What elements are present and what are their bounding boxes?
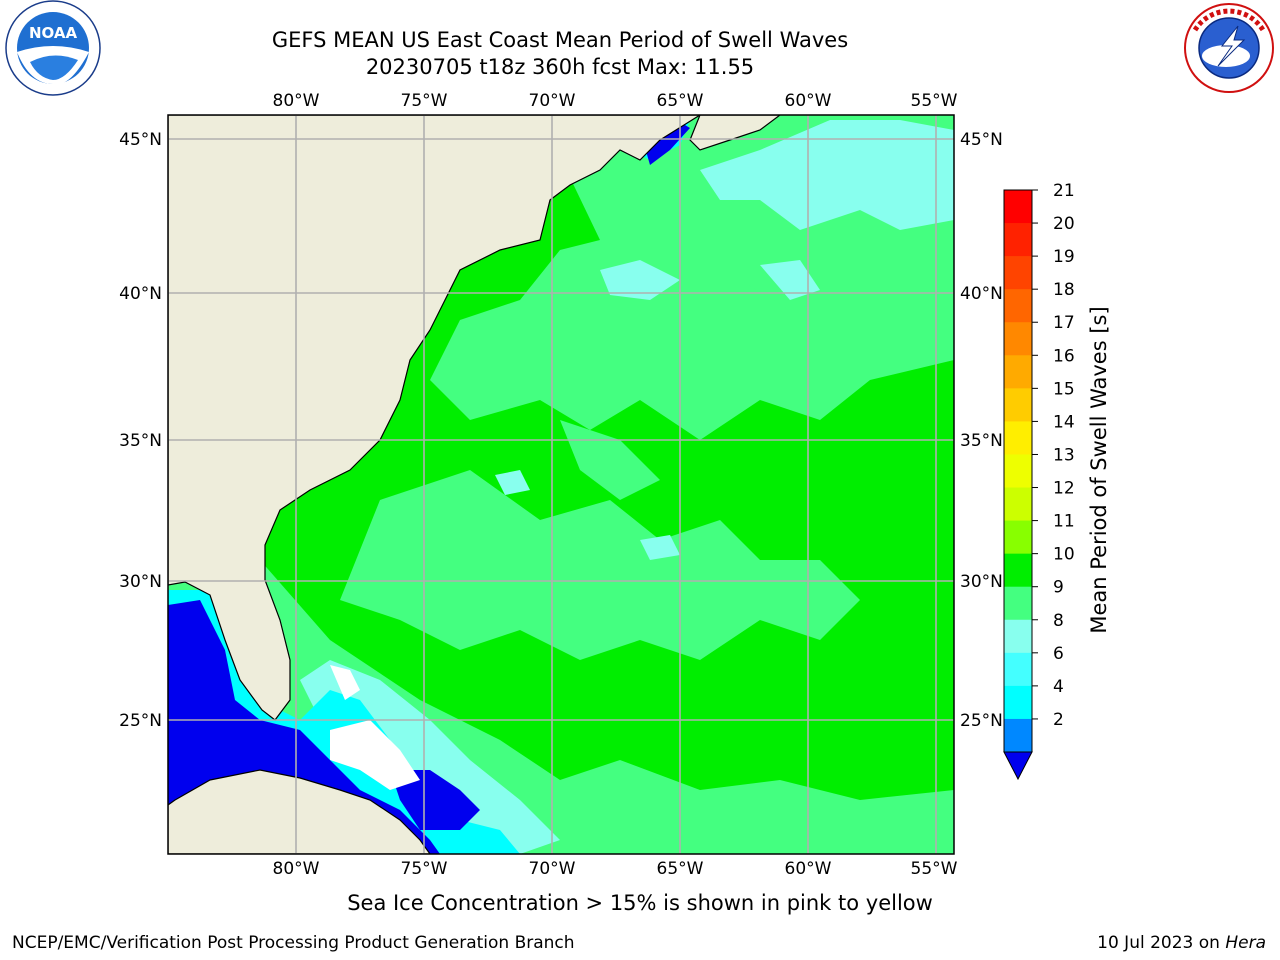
colorbar-tick-label: 20 <box>1053 214 1075 234</box>
lat-label-right: 25°N <box>960 711 1003 731</box>
colorbar-segment <box>1004 487 1032 522</box>
lat-label-left: 25°N <box>119 711 162 731</box>
lat-label-right: 45°N <box>960 130 1003 150</box>
colorbar-tick-label: 21 <box>1053 181 1075 201</box>
lon-label-bottom: 80°W <box>273 859 320 879</box>
colorbar-tick-label: 15 <box>1053 379 1075 399</box>
lon-label-top: 60°W <box>785 91 832 111</box>
colorbar-segment <box>1004 223 1032 257</box>
colorbar-tick-label: 12 <box>1053 479 1075 499</box>
footer-date-text: 10 Jul 2023 on <box>1097 933 1220 953</box>
colorbar-segment <box>1004 454 1032 489</box>
colorbar-tick-label: 10 <box>1053 545 1075 565</box>
colorbar-tick-label: 11 <box>1053 512 1075 532</box>
colorbar-tick-label: 9 <box>1053 578 1064 598</box>
colorbar-tick-label: 6 <box>1053 644 1064 664</box>
colorbar-segment <box>1004 289 1032 323</box>
colorbar-segment <box>1004 322 1032 356</box>
nws-logo <box>1184 3 1274 93</box>
colorbar-frame <box>1003 189 1033 753</box>
colorbar-segment <box>1004 652 1032 687</box>
graticule <box>168 115 954 854</box>
map-panel <box>168 115 954 854</box>
colorbar-tick-label: 18 <box>1053 280 1075 300</box>
colorbar-segment <box>1004 355 1032 389</box>
colorbar-segment <box>1004 256 1032 290</box>
colorbar-tick-label: 2 <box>1053 710 1064 730</box>
colorbar: 21 20 19 18 17 16 15 14 13 12 11 10 9 8 6 4 2 <box>1003 181 1075 781</box>
colorbar-title: Mean Period of Swell Waves [s] <box>1087 306 1111 633</box>
lon-label-top: 70°W <box>529 91 576 111</box>
colorbar-segment <box>1004 619 1032 654</box>
footer-host: Hera <box>1225 933 1266 953</box>
chart-title: GEFS MEAN US East Coast Mean Period of S… <box>271 28 849 52</box>
lat-label-right: 35°N <box>960 431 1003 451</box>
colorbar-tick-label: 19 <box>1053 247 1075 267</box>
colorbar-segment <box>1004 586 1032 621</box>
colorbar-under-arrow <box>1003 751 1033 781</box>
colorbar-tick-label: 17 <box>1053 313 1075 333</box>
lat-label-left: 40°N <box>119 284 162 304</box>
colorbar-tick-label: 8 <box>1053 611 1064 631</box>
lon-label-bottom: 60°W <box>785 859 832 879</box>
lon-label-top: 80°W <box>273 91 320 111</box>
colorbar-tick-label: 13 <box>1053 445 1075 465</box>
colorbar-segment <box>1004 421 1032 455</box>
lat-label-left: 30°N <box>119 572 162 592</box>
lat-label-right: 30°N <box>960 572 1003 592</box>
lat-label-left: 45°N <box>119 130 162 150</box>
lat-label-right: 40°N <box>960 284 1003 304</box>
footer-date: 10 Jul 2023 on Hera <box>1097 933 1266 953</box>
noaa-logo-text: NOAA <box>29 24 78 42</box>
footer-credit: NCEP/EMC/Verification Post Processing Pr… <box>12 933 575 953</box>
noaa-logo: NOAA <box>5 0 101 96</box>
lon-label-bottom: 55°W <box>911 859 958 879</box>
colorbar-tick-label: 16 <box>1053 346 1075 366</box>
map-frame <box>167 114 955 855</box>
lon-label-top: 75°W <box>401 91 448 111</box>
colorbar-segment <box>1004 190 1032 224</box>
lat-label-left: 35°N <box>119 431 162 451</box>
lon-label-top: 65°W <box>657 91 704 111</box>
lon-label-top: 55°W <box>911 91 958 111</box>
land-mass <box>168 115 781 854</box>
lon-label-bottom: 75°W <box>401 859 448 879</box>
colorbar-segment <box>1004 718 1032 753</box>
colorbar-tick-label: 4 <box>1053 677 1064 697</box>
lon-label-bottom: 65°W <box>657 859 704 879</box>
colorbar-segment <box>1004 520 1032 555</box>
sea-ice-caption: Sea Ice Concentration > 15% is shown in … <box>347 891 933 915</box>
colorbar-segment <box>1004 685 1032 720</box>
colorbar-tick-label: 14 <box>1053 412 1075 432</box>
colorbar-segment <box>1004 388 1032 422</box>
chart-subtitle: 20230705 t18z 360h fcst Max: 11.55 <box>365 55 755 79</box>
lon-label-bottom: 70°W <box>529 859 576 879</box>
colorbar-segment <box>1004 553 1032 588</box>
